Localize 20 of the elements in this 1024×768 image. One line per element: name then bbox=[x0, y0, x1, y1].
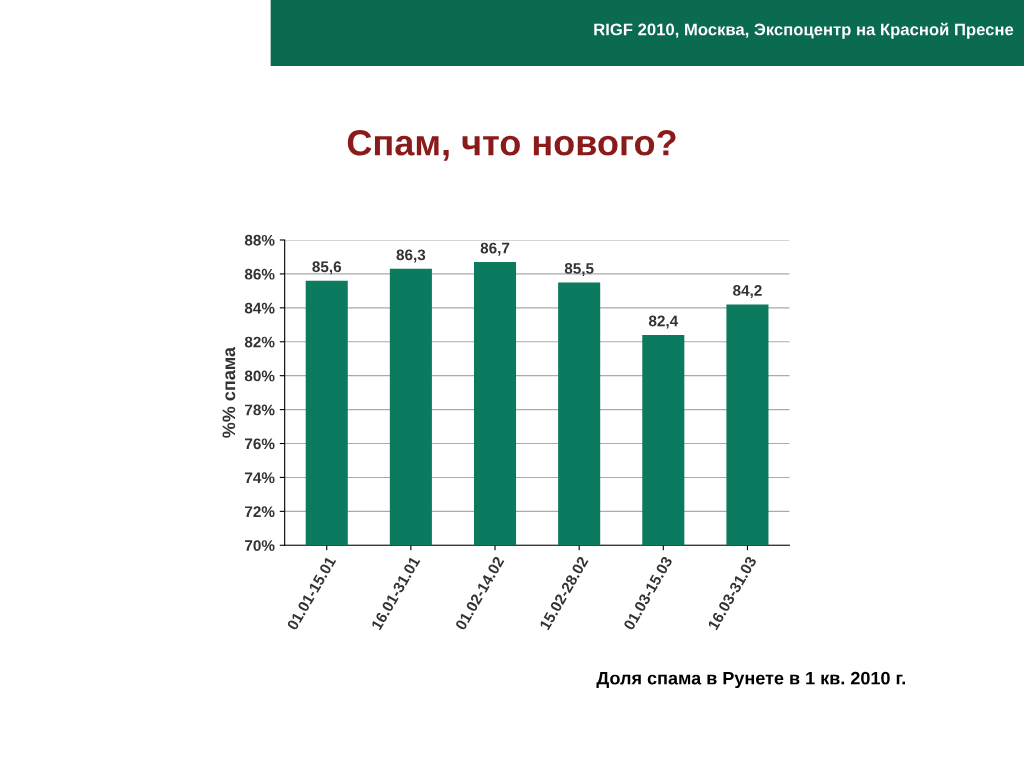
y-tick-label: 72% bbox=[245, 506, 275, 518]
y-tick-label: 82% bbox=[244, 336, 275, 348]
data-label: 85,6 bbox=[312, 261, 342, 275]
data-label: 85,5 bbox=[564, 263, 594, 277]
data-label: 82,4 bbox=[648, 315, 679, 329]
data-label: 84,2 bbox=[733, 285, 762, 299]
data-label: 86,3 bbox=[396, 249, 426, 263]
y-tick-label: 76% bbox=[245, 438, 275, 450]
y-tick-label: 88% bbox=[244, 234, 275, 246]
data-label: 86,7 bbox=[480, 242, 510, 256]
y-tick-label: 70% bbox=[245, 540, 275, 551]
text: RIGF 2010, Москва, Экспоцентр на Красной Пресне bbox=[594, 22, 1014, 39]
y-tick-label: 80% bbox=[244, 370, 275, 382]
y-tick-label: 86% bbox=[244, 268, 275, 280]
chart-title: Спам, что нового? bbox=[347, 130, 676, 161]
y-tick-label: 84% bbox=[244, 302, 275, 314]
text: Доля спама в Рунете в 1 кв. 2010 г. bbox=[596, 671, 906, 689]
y-tick-label: 74% bbox=[245, 472, 275, 484]
y-tick-label: 78% bbox=[245, 404, 275, 416]
y-axis-title: %% спама bbox=[222, 346, 236, 438]
